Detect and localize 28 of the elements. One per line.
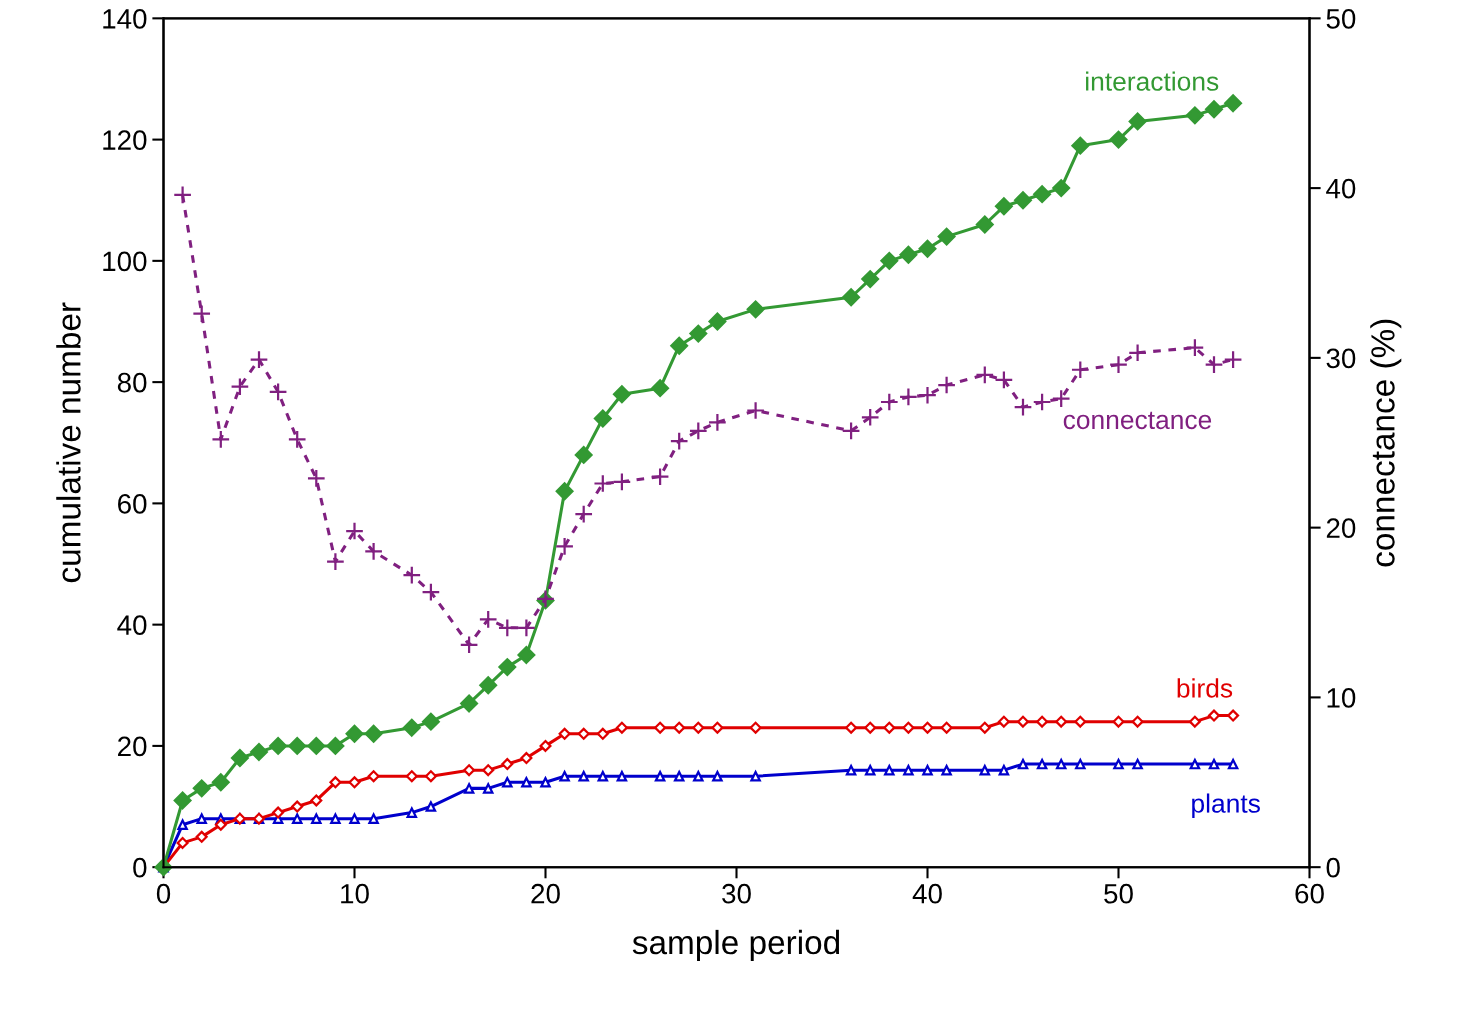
y2-tick-label: 10 (1327, 688, 1356, 708)
x-tick-label: 30 (722, 883, 751, 904)
y2-tick-label: 40 (1326, 178, 1356, 199)
y-tick-label: 80 (117, 372, 147, 393)
x-tick-label: 20 (531, 883, 560, 904)
x-tick-label: 60 (1295, 883, 1324, 904)
y-tick-label: 20 (118, 736, 147, 757)
series-label: interactions (1086, 71, 1219, 91)
series-label: connectance (1063, 411, 1212, 430)
series-label: plants (1192, 793, 1260, 819)
y2-axis-title: connectance (%) (1370, 319, 1402, 567)
y2-tick-label: 0 (1326, 857, 1340, 878)
x-tick-label: 10 (341, 883, 369, 904)
x-axis-title: sample period (632, 929, 840, 961)
x-tick-label: 0 (156, 883, 171, 904)
y-tick-label: 140 (103, 9, 147, 29)
y-axis-title: cumulative number (56, 302, 81, 583)
y-tick-label: 0 (133, 857, 147, 878)
y2-tick-label: 30 (1326, 348, 1356, 369)
y2-tick-label: 20 (1326, 518, 1356, 538)
y-tick-label: 60 (118, 494, 147, 514)
y-tick-label: 120 (103, 130, 147, 150)
series-label: birds (1177, 678, 1233, 698)
x-tick-label: 40 (912, 883, 942, 904)
x-tick-label: 50 (1104, 883, 1133, 904)
y-tick-label: 100 (103, 251, 147, 272)
y2-tick-label: 50 (1326, 9, 1356, 29)
y-tick-label: 40 (117, 615, 147, 635)
